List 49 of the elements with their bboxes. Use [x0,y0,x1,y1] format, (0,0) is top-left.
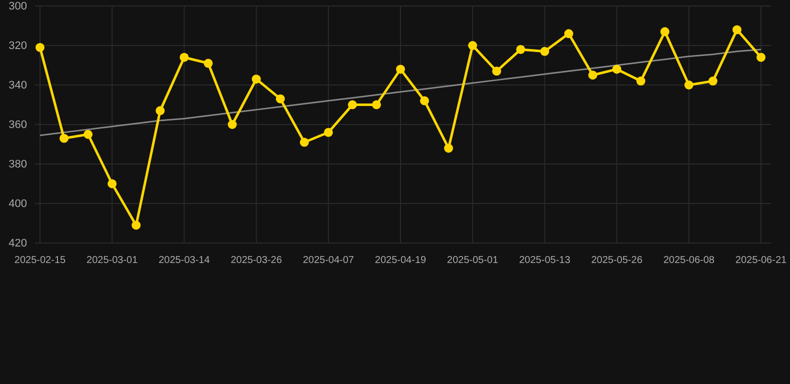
point [36,42,44,52]
y-tick-label: 300 [8,0,27,13]
x-tick-label: 2025-03-26 [230,255,282,266]
point [396,64,405,74]
point [708,76,718,86]
point [444,144,454,153]
point [60,134,69,143]
point [756,52,766,62]
point [684,80,694,90]
point [492,66,502,76]
point [156,106,165,116]
y-tick-label: 320 [8,40,27,52]
point [276,94,285,104]
point [348,100,357,110]
x-tick-label: 2025-04-07 [302,255,354,266]
point [540,46,550,56]
x-tick-label: 2025-05-01 [447,255,499,266]
y-tick-label: 400 [8,198,27,210]
x-tick-label: 2025-05-13 [519,255,571,266]
x-tick-label: 2025-06-21 [735,255,788,266]
point [636,76,646,86]
point [612,64,622,74]
point [300,138,309,147]
point [564,29,574,38]
point [468,41,478,50]
point [372,100,381,110]
x-tick-label: 2025-02-15 [14,255,66,266]
y-tick-label: 380 [8,158,27,171]
y-tick-label: 420 [8,238,27,250]
x-tick-label: 2025-03-14 [158,255,210,266]
y-tick-label: 360 [8,119,27,132]
point [588,70,598,80]
x-tick-label: 2025-06-08 [663,255,715,266]
point [516,44,526,54]
point [732,25,742,34]
point [108,179,117,188]
point [252,74,261,84]
point [324,128,333,137]
point [132,220,141,230]
point [420,96,430,106]
point [204,58,213,68]
y-tick-label: 340 [8,80,27,92]
point [84,130,93,139]
x-tick-label: 2025-05-26 [591,255,643,266]
x-tick-label: 2025-04-19 [374,255,427,266]
point [180,52,189,62]
point [660,27,670,36]
x-tick-label: 2025-03-01 [86,255,138,266]
point [228,120,237,129]
